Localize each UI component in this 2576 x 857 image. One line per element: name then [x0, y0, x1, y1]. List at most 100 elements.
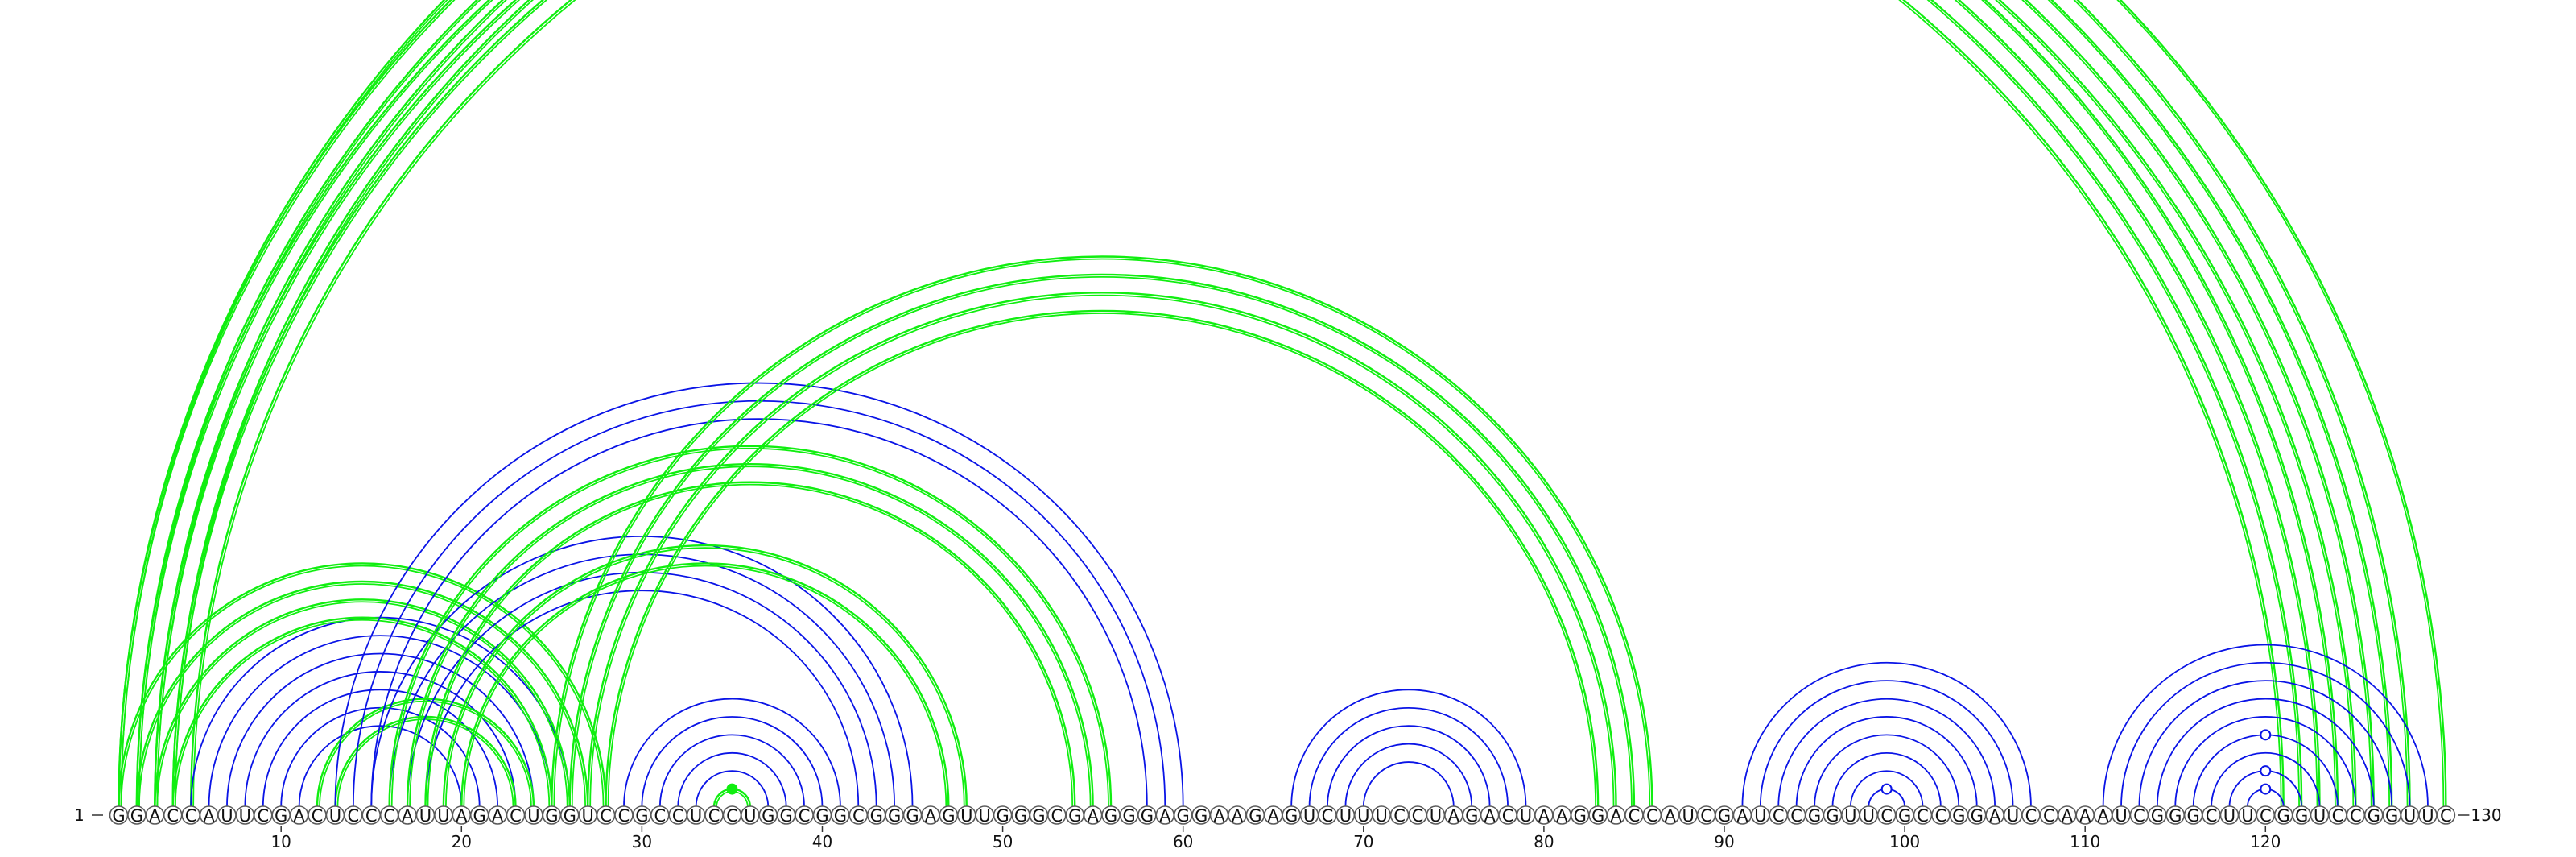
pair-arc-26-85: [568, 273, 1636, 808]
nucleotide-49: U: [978, 806, 990, 826]
pair-arc-67-78: [1308, 706, 1509, 808]
nucleotide-96: G: [1826, 806, 1839, 826]
nucleotide-113: C: [2133, 806, 2145, 826]
nucleotide-92: U: [1754, 806, 1766, 826]
nucleotide-73: C: [1412, 806, 1424, 826]
nucleotide-50: G: [996, 806, 1009, 826]
nucleotide-36: U: [744, 806, 756, 826]
nucleotide-6: A: [203, 806, 215, 826]
tick-label-50: 50: [993, 832, 1013, 851]
pair-arc-3-126: [154, 0, 2375, 808]
pair-arc-18-42: [424, 590, 860, 808]
pair-arc-inner-3-26: [156, 601, 568, 808]
nucleotide-74: U: [1430, 806, 1442, 826]
nucleotide-19: U: [437, 806, 449, 826]
nucleotide-57: G: [1122, 806, 1135, 826]
pair-marker-118-122: [2260, 765, 2272, 777]
nucleotide-90: G: [1718, 806, 1731, 826]
tick-label-40: 40: [812, 832, 832, 851]
nucleotide-65: A: [1268, 806, 1280, 826]
nucleotide-87: A: [1665, 806, 1677, 826]
pair-arc-31-39: [658, 734, 805, 808]
nucleotide-11: A: [293, 806, 305, 826]
nucleotide-129: U: [2421, 806, 2434, 826]
pair-arc-25-86: [551, 255, 1653, 808]
nucleotide-93: C: [1773, 806, 1785, 826]
nucleotide-17: A: [402, 806, 414, 826]
pair-arc-4-25: [171, 616, 553, 808]
pair-arc-2-27: [135, 580, 589, 808]
nucleotide-62: A: [1213, 806, 1225, 826]
pair-arc-112-128: [2120, 661, 2411, 808]
nucleotide-48: U: [960, 806, 972, 826]
pair-arc-97-101: [1849, 770, 1924, 808]
nucleotide-47: G: [942, 806, 955, 826]
nucleotide-35: C: [726, 806, 738, 826]
nucleotide-128: U: [2404, 806, 2416, 826]
pair-arc-20-47: [460, 562, 950, 808]
pair-arc-15-45: [370, 535, 914, 808]
pair-arc-inner-25-86: [553, 258, 1651, 808]
nucleotide-126: G: [2368, 806, 2380, 826]
nucleotide-107: C: [2025, 806, 2037, 826]
nucleotide-53: C: [1051, 806, 1063, 826]
nucleotide-122: G: [2295, 806, 2308, 826]
nucleotide-69: U: [1340, 806, 1352, 826]
pair-arc-inner-19-48: [444, 547, 965, 808]
nucleotide-109: A: [2062, 806, 2074, 826]
pair-arc-16-44: [388, 553, 896, 808]
nucleotide-66: G: [1285, 806, 1298, 826]
pair-arc-inner-4-25: [174, 619, 551, 808]
nucleotide-63: A: [1232, 806, 1244, 826]
nucleotide-32: C: [672, 806, 684, 826]
nucleotide-56: G: [1104, 806, 1117, 826]
nucleotide-7: U: [221, 806, 233, 826]
tick-label-120: 120: [2250, 832, 2281, 851]
position-axis: 10 20 30 40 50 60 70 80 90 100 110 120: [270, 826, 2281, 851]
pair-arc-114-126: [2156, 698, 2375, 808]
pair-arc-3-123: [154, 0, 2321, 808]
pair-marker-98-100: [1880, 783, 1893, 795]
nucleotide-124: C: [2332, 806, 2344, 826]
pair-arc-28-83: [605, 309, 1600, 808]
nucleotide-75: A: [1448, 806, 1460, 826]
nucleotide-21: G: [473, 806, 486, 826]
nucleotide-71: U: [1376, 806, 1388, 826]
nucleotide-99: C: [1880, 806, 1893, 826]
pair-arc-32-38: [677, 751, 787, 808]
nucleotide-79: U: [1520, 806, 1532, 826]
pair-arc-inner-3-123: [156, 0, 2318, 808]
nucleotide-45: G: [906, 806, 919, 826]
nucleotide-91: A: [1736, 806, 1748, 826]
pair-arc-18-54: [424, 481, 1076, 808]
nucleotide-31: C: [654, 806, 666, 826]
nucleotide-22: A: [492, 806, 504, 826]
sequence-start-label: 1: [74, 805, 85, 825]
pair-arc-70-75: [1362, 761, 1455, 808]
pair-arc-66-79: [1290, 689, 1527, 808]
nucleotide-110: A: [2079, 806, 2091, 826]
nucleotide-67: U: [1303, 806, 1315, 826]
nucleotide-18: U: [419, 806, 431, 826]
nucleotide-55: A: [1087, 806, 1099, 826]
pair-arc-inner-2-27: [138, 583, 587, 808]
nucleotide-24: U: [527, 806, 539, 826]
pair-arc-1-28: [118, 562, 607, 808]
pair-arc-93-105: [1777, 698, 1996, 808]
nucleotide-3: A: [149, 806, 161, 826]
pair-arc-2-124: [135, 0, 2339, 808]
pair-marker-34-36: [726, 783, 738, 795]
pair-arc-115-125: [2174, 716, 2357, 808]
pair-arc-4-122: [171, 0, 2303, 808]
pair-marker-116-124: [2260, 729, 2272, 741]
nucleotide-59: A: [1159, 806, 1171, 826]
tick-label-90: 90: [1714, 832, 1734, 851]
tick-label-70: 70: [1353, 832, 1373, 851]
nucleotide-38: G: [780, 806, 793, 826]
nucleotide-105: A: [1989, 806, 2001, 826]
nucleotide-83: G: [1591, 806, 1604, 826]
nucleotide-60: G: [1177, 806, 1190, 826]
pair-arc-17-55: [406, 463, 1094, 808]
nucleotide-54: G: [1068, 806, 1081, 826]
